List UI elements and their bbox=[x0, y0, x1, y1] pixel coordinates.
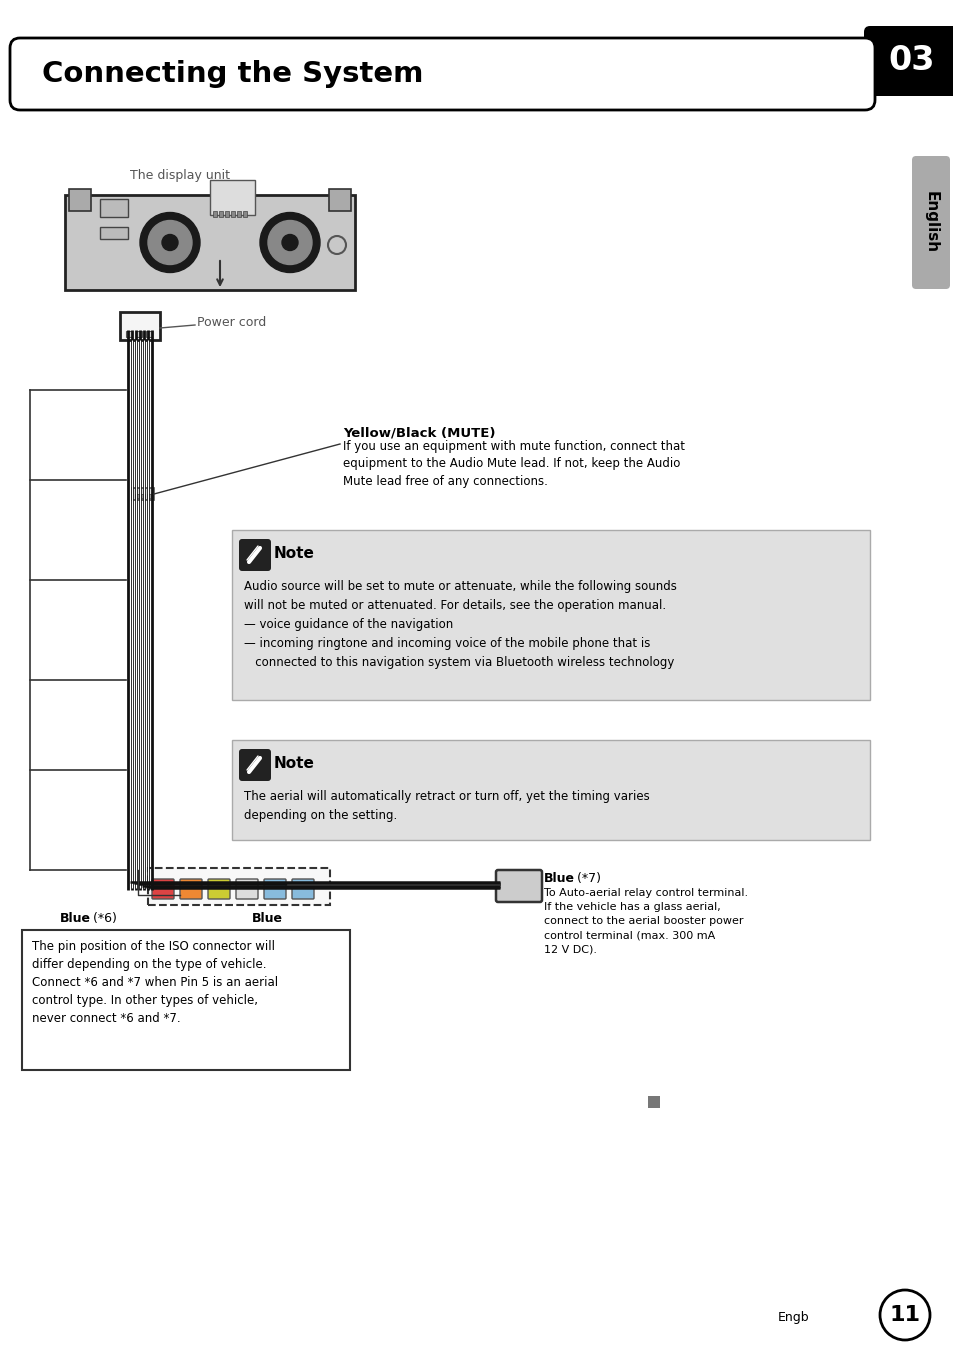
Bar bbox=[126, 331, 132, 337]
Bar bbox=[210, 180, 254, 215]
Bar bbox=[136, 331, 142, 337]
Text: (*7): (*7) bbox=[573, 872, 600, 886]
Circle shape bbox=[260, 212, 319, 273]
Bar bbox=[243, 211, 247, 218]
FancyBboxPatch shape bbox=[208, 879, 230, 899]
Circle shape bbox=[148, 220, 192, 265]
Bar bbox=[146, 331, 152, 337]
Text: The display unit: The display unit bbox=[130, 169, 230, 183]
Text: Audio source will be set to mute or attenuate, while the following sounds
will n: Audio source will be set to mute or atte… bbox=[244, 580, 677, 669]
Text: Note: Note bbox=[274, 546, 314, 561]
Text: English: English bbox=[923, 191, 938, 253]
Circle shape bbox=[282, 234, 297, 250]
Text: Engb: Engb bbox=[778, 1311, 809, 1325]
Bar bbox=[141, 493, 145, 498]
Text: The pin position of the ISO connector will
differ depending on the type of vehic: The pin position of the ISO connector wi… bbox=[32, 940, 278, 1025]
FancyBboxPatch shape bbox=[152, 879, 173, 899]
Circle shape bbox=[162, 234, 178, 250]
Circle shape bbox=[140, 212, 200, 273]
Bar bbox=[135, 493, 139, 498]
Bar bbox=[22, 930, 350, 1069]
Text: To Auto-aerial relay control terminal.
If the vehicle has a glass aerial,
connec: To Auto-aerial relay control terminal. I… bbox=[543, 888, 747, 955]
Bar bbox=[148, 868, 330, 904]
Text: Blue: Blue bbox=[543, 872, 575, 886]
Bar bbox=[329, 189, 351, 211]
Circle shape bbox=[268, 220, 312, 265]
FancyBboxPatch shape bbox=[235, 879, 257, 899]
Bar bbox=[213, 211, 216, 218]
Text: Blue: Blue bbox=[252, 913, 283, 925]
Bar bbox=[147, 493, 151, 498]
Bar bbox=[100, 199, 128, 218]
Bar bbox=[236, 211, 241, 218]
Text: Yellow/Black (MUTE): Yellow/Black (MUTE) bbox=[343, 427, 495, 439]
Text: If you use an equipment with mute function, connect that
equipment to the Audio : If you use an equipment with mute functi… bbox=[343, 439, 684, 488]
Text: Connecting the System: Connecting the System bbox=[42, 59, 423, 88]
Bar bbox=[100, 227, 128, 239]
Bar bbox=[132, 488, 153, 500]
Bar bbox=[647, 1096, 659, 1109]
Text: Section: Section bbox=[875, 28, 919, 38]
Text: Blue: Blue bbox=[60, 913, 91, 925]
FancyBboxPatch shape bbox=[10, 38, 874, 110]
Bar bbox=[65, 195, 355, 289]
Bar bbox=[231, 211, 234, 218]
Bar bbox=[120, 312, 160, 339]
FancyBboxPatch shape bbox=[863, 26, 953, 96]
Bar bbox=[232, 530, 869, 700]
Bar bbox=[225, 211, 229, 218]
Text: 03: 03 bbox=[888, 45, 934, 77]
Text: The aerial will automatically retract or turn off, yet the timing varies
dependi: The aerial will automatically retract or… bbox=[244, 790, 649, 822]
FancyBboxPatch shape bbox=[264, 879, 286, 899]
FancyBboxPatch shape bbox=[496, 869, 541, 902]
FancyBboxPatch shape bbox=[239, 539, 271, 571]
Text: Note: Note bbox=[274, 757, 314, 772]
FancyBboxPatch shape bbox=[911, 155, 949, 289]
Bar bbox=[69, 189, 91, 211]
Text: Power cord: Power cord bbox=[196, 316, 266, 330]
FancyBboxPatch shape bbox=[180, 879, 202, 899]
Text: 11: 11 bbox=[888, 1305, 920, 1325]
FancyBboxPatch shape bbox=[292, 879, 314, 899]
Bar bbox=[219, 211, 223, 218]
Text: (*6): (*6) bbox=[89, 913, 117, 925]
Bar bbox=[232, 740, 869, 840]
FancyBboxPatch shape bbox=[239, 749, 271, 781]
